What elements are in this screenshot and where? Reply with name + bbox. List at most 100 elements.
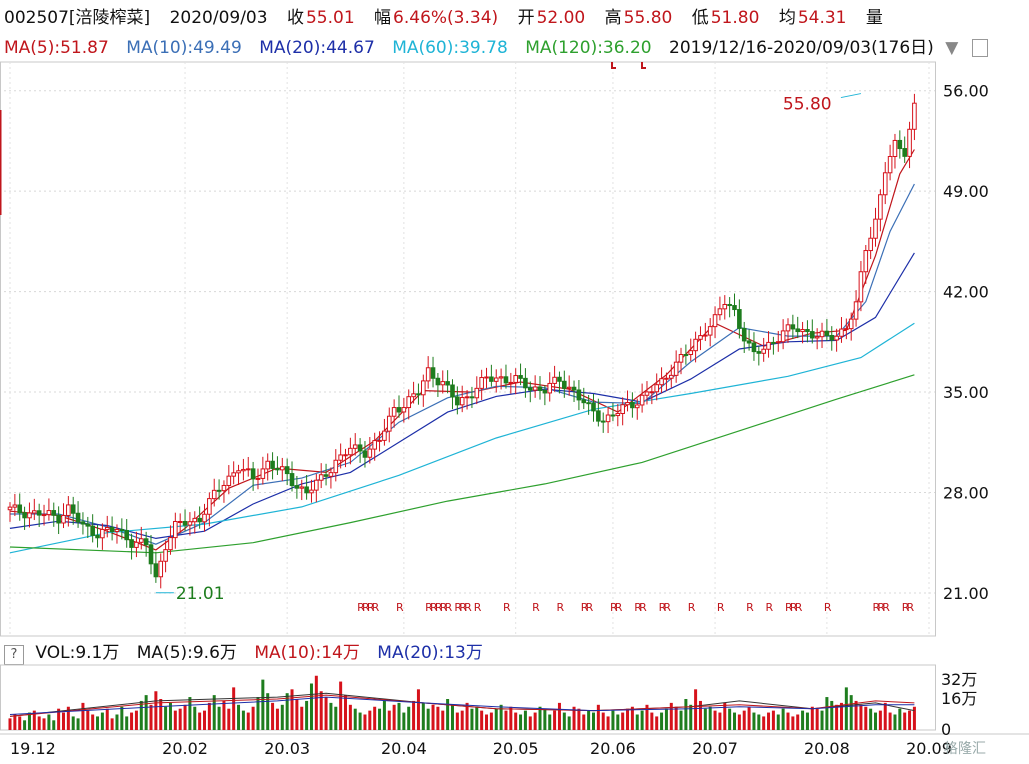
dropdown-arrow-icon[interactable]: ▼ xyxy=(945,38,959,58)
ma-line-MA10 xyxy=(10,183,915,545)
candle-body xyxy=(260,468,266,479)
r-mark: R xyxy=(357,601,365,614)
candle-body xyxy=(610,414,616,417)
volume-bar xyxy=(611,710,615,730)
candle-body xyxy=(173,520,178,539)
x-tick-label: 20.09 xyxy=(906,739,952,758)
candle-body xyxy=(464,396,470,399)
quote-header: 002507[涪陵榨菜] 2020/09/03 收 55.01 幅 6.46%(3.… xyxy=(4,8,897,28)
candle-body xyxy=(562,380,567,389)
avg-value: 54.31 xyxy=(797,8,847,28)
volume-bar xyxy=(898,708,902,730)
volume-bar xyxy=(348,704,352,730)
volume-bar xyxy=(864,706,868,730)
candle-body xyxy=(469,396,475,399)
candle-body xyxy=(882,172,888,196)
open-label: 开 xyxy=(517,8,535,28)
candle-body xyxy=(844,328,849,331)
candle-body xyxy=(527,387,533,391)
volume-bar xyxy=(465,702,469,730)
ma20-legend: MA(20):44.67 xyxy=(259,38,375,58)
candle-body xyxy=(600,420,606,423)
candle-body xyxy=(294,485,300,489)
volume-bar xyxy=(606,716,610,730)
volume-bar xyxy=(402,712,406,730)
candle-body xyxy=(66,504,71,516)
volume-bar xyxy=(71,716,75,730)
volume-bar xyxy=(519,714,523,730)
volume-bar xyxy=(874,712,878,730)
low-annotation: 21.01 xyxy=(176,584,225,604)
volume-bar xyxy=(368,710,372,730)
x-tick-label: 20.04 xyxy=(381,739,427,758)
open-value: 52.00 xyxy=(536,8,586,28)
volume-bar xyxy=(455,712,459,730)
volume-bar xyxy=(81,702,85,730)
candle-body xyxy=(741,327,747,342)
volume-bar xyxy=(86,710,90,730)
candle-body xyxy=(27,512,32,519)
volume-ma-lines xyxy=(9,692,915,717)
candle-body xyxy=(211,489,217,500)
r-mark: R xyxy=(532,601,540,614)
lock-icon[interactable] xyxy=(971,39,988,57)
candle-body xyxy=(557,376,562,382)
candle-body xyxy=(474,387,480,399)
volume-bar xyxy=(329,702,333,730)
candle-body xyxy=(396,407,402,413)
volume-bar xyxy=(120,706,124,730)
volume-bar xyxy=(781,708,785,730)
candle-body xyxy=(372,440,377,450)
volume-bar xyxy=(645,704,649,730)
volume-bar xyxy=(47,714,51,730)
vol-legend-value: VOL:9.1万 xyxy=(35,643,120,663)
volume-bar xyxy=(105,708,109,730)
candle-body xyxy=(630,402,635,409)
candle-body xyxy=(32,510,37,514)
volume-bar xyxy=(587,710,591,730)
candle-body xyxy=(800,329,805,333)
volume-bar xyxy=(888,712,892,730)
candle-body xyxy=(722,303,728,310)
volume-bar xyxy=(815,708,819,730)
candle-body xyxy=(790,324,796,330)
high-annotation: 55.80 xyxy=(783,95,832,115)
volume-bar xyxy=(144,695,148,730)
volume-bar xyxy=(737,714,741,730)
volume-bar xyxy=(849,695,853,730)
r-mark: R xyxy=(440,601,448,614)
candle-body xyxy=(459,397,465,406)
volume-bar xyxy=(222,700,226,730)
volume-bar xyxy=(893,714,897,730)
candle-body xyxy=(284,466,290,475)
volume-bar xyxy=(397,702,401,730)
ma-line-MA120 xyxy=(9,374,915,554)
candle-body xyxy=(819,330,825,338)
volume-bar xyxy=(13,714,17,730)
volume-bar xyxy=(655,716,659,730)
candle-body xyxy=(805,329,810,333)
volume-bar xyxy=(271,702,275,730)
volume-bar xyxy=(246,712,250,730)
volume-bar xyxy=(844,687,848,730)
volume-bar xyxy=(723,702,727,730)
volume-bar xyxy=(640,710,644,730)
candle-body xyxy=(90,525,95,536)
candle-body xyxy=(75,512,81,523)
volume-bar xyxy=(703,708,707,730)
candle-body xyxy=(279,466,285,471)
candle-body xyxy=(746,340,752,344)
candle-body xyxy=(576,389,582,401)
volume-bar xyxy=(76,718,80,730)
volume-bar xyxy=(523,710,527,730)
candle-body xyxy=(226,475,232,486)
r-mark: R xyxy=(795,601,803,614)
volume-bar xyxy=(52,720,56,730)
candle-body xyxy=(416,393,421,396)
volume-bar xyxy=(61,712,65,730)
x-tick-label: 19.12 xyxy=(10,739,56,758)
